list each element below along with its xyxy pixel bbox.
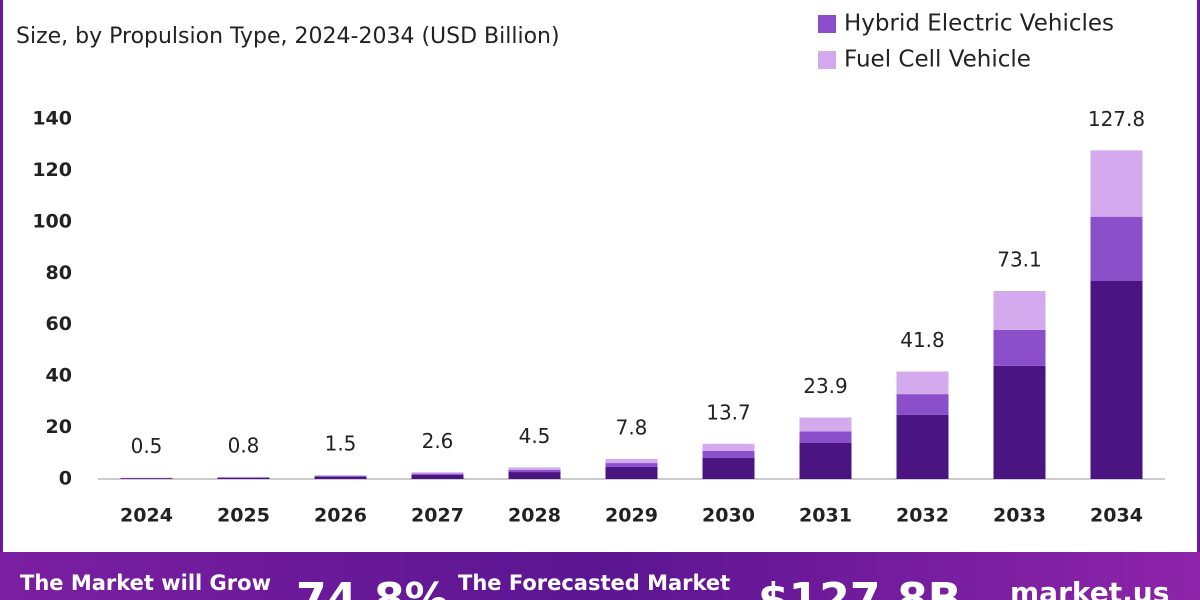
right-border — [1197, 0, 1200, 552]
bar-segment — [993, 291, 1046, 330]
bar-segment — [1090, 216, 1143, 281]
x-tick-label: 2026 — [314, 505, 367, 527]
bar-segment — [702, 457, 755, 479]
bar-segment — [508, 472, 561, 479]
x-tick-label: 2031 — [799, 505, 852, 527]
legend-label: Fuel Cell Vehicle — [844, 47, 1031, 73]
x-tick-label: 2033 — [993, 505, 1046, 527]
total-label: 41.8 — [900, 328, 945, 352]
bar-segment — [993, 329, 1046, 366]
bar-segment — [411, 474, 464, 479]
legend-label: Hybrid Electric Vehicles — [844, 11, 1114, 37]
bar-segment — [314, 476, 367, 479]
bar-segment — [799, 431, 852, 443]
banner-forecast: $127.8B — [758, 574, 961, 600]
total-label: 4.5 — [519, 424, 551, 448]
chart-subtitle: Size, by Propulsion Type, 2024-2034 (USD… — [16, 24, 560, 49]
x-tick-label: 2024 — [120, 505, 173, 527]
bar-segment — [702, 450, 755, 458]
y-tick-label: 80 — [46, 262, 72, 284]
bar-segment — [896, 414, 949, 479]
y-tick-label: 100 — [32, 210, 72, 232]
y-tick-label: 40 — [46, 365, 72, 387]
x-tick-label: 2027 — [411, 505, 464, 527]
brand: market.us — [1010, 576, 1169, 600]
y-tick-label: 0 — [59, 468, 72, 490]
bar-segment — [411, 473, 464, 475]
bar-segment — [508, 467, 561, 470]
total-label: 13.7 — [706, 400, 751, 424]
bar-segment — [702, 443, 755, 451]
bar-segment — [799, 417, 852, 432]
y-tick-label: 20 — [46, 416, 72, 438]
bar-segment — [120, 478, 173, 479]
bar-segment — [217, 477, 270, 479]
x-tick-label: 2030 — [702, 505, 755, 527]
banner-growth: 74.8% — [296, 574, 449, 600]
total-label: 2.6 — [422, 429, 454, 453]
x-tick-label: 2032 — [896, 505, 949, 527]
bar-segment — [896, 394, 949, 415]
y-tick-label: 120 — [32, 159, 72, 181]
bar-segment — [314, 475, 367, 476]
y-tick-label: 60 — [46, 313, 72, 335]
banner-forecast-text: The Forecasted Market — [458, 571, 730, 595]
y-tick-label: 140 — [32, 108, 72, 130]
x-tick-label: 2034 — [1090, 505, 1143, 527]
bar-segment — [799, 443, 852, 479]
x-tick-label: 2025 — [217, 505, 270, 527]
bar-segment — [605, 463, 658, 467]
x-tick-label: 2029 — [605, 505, 658, 527]
total-label: 0.5 — [131, 434, 163, 458]
bar-segment — [605, 458, 658, 464]
banner — [0, 552, 1200, 600]
total-label: 127.8 — [1088, 107, 1145, 131]
total-label: 0.8 — [228, 433, 260, 457]
total-label: 73.1 — [997, 248, 1042, 272]
left-border — [0, 0, 3, 552]
legend-swatch — [818, 15, 836, 33]
total-label: 7.8 — [616, 415, 648, 439]
bar-segment — [1090, 150, 1143, 217]
bar-segment — [411, 472, 464, 474]
bar-segment — [605, 466, 658, 479]
bar-segment — [993, 365, 1046, 479]
bar-segment — [1090, 281, 1143, 479]
x-tick-label: 2028 — [508, 505, 561, 527]
bar-segment — [896, 371, 949, 395]
banner-grow-text: The Market will Grow — [20, 571, 271, 595]
legend-swatch — [818, 51, 836, 69]
total-label: 1.5 — [325, 432, 357, 456]
total-label: 23.9 — [803, 374, 848, 398]
bar-segment — [314, 475, 367, 477]
bar-segment — [508, 469, 561, 473]
